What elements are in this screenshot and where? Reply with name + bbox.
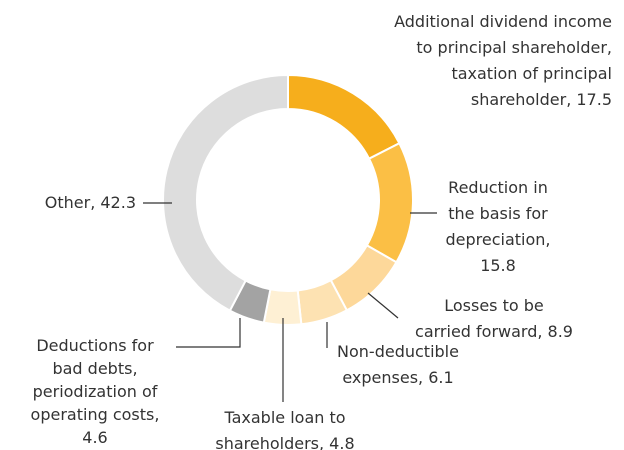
slice-label-line: 15.8 [480, 256, 516, 275]
slice-label-line: shareholders, 4.8 [215, 434, 354, 450]
slice-label-line: Reduction in [448, 178, 548, 197]
slice-label-line: Non-deductible [337, 342, 459, 361]
leader-line [367, 292, 399, 319]
slice-label-line: Deductions for [36, 336, 154, 355]
slice-label: Non-deductible expenses, 6.1 [337, 342, 459, 387]
donut-slice [287, 73, 401, 161]
slice-label-line: Taxable loan to [223, 408, 345, 427]
slice-label-line: periodization of [33, 382, 158, 401]
slice-label-line: 4.6 [82, 428, 107, 447]
slice-label-line: bad debts, [52, 359, 137, 378]
donut-slice [162, 73, 289, 313]
slice-label-line: Additional dividend income [394, 12, 612, 31]
donut-slice [365, 141, 414, 264]
slice-label: Taxable loan to shareholders, 4.8 [215, 408, 354, 450]
slice-label-line: shareholder, 17.5 [471, 90, 612, 109]
slice-label-line: to principal shareholder, [416, 38, 612, 57]
slice-label: Losses to be carried forward, 8.9 [415, 296, 573, 341]
slice-label: Other, 42.3 [45, 193, 136, 212]
slice-label-line: carried forward, 8.9 [415, 322, 573, 341]
slice-label-line: depreciation, [445, 230, 550, 249]
leader-line [176, 318, 241, 348]
slice-label-line: operating costs, [31, 405, 160, 424]
slice-label: Additional dividend income to principal s… [394, 12, 612, 109]
slice-label: Deductions for bad debts, periodization of… [31, 336, 160, 447]
slice-label: Reduction in the basis for depreciation, 15… [445, 178, 550, 275]
slice-label-line: the basis for [448, 204, 548, 223]
slice-label-line: expenses, 6.1 [342, 368, 453, 387]
slice-label-line: Losses to be [444, 296, 544, 315]
slice-label-line: taxation of principal [451, 64, 612, 83]
slice-label-line: Other, 42.3 [45, 193, 136, 212]
